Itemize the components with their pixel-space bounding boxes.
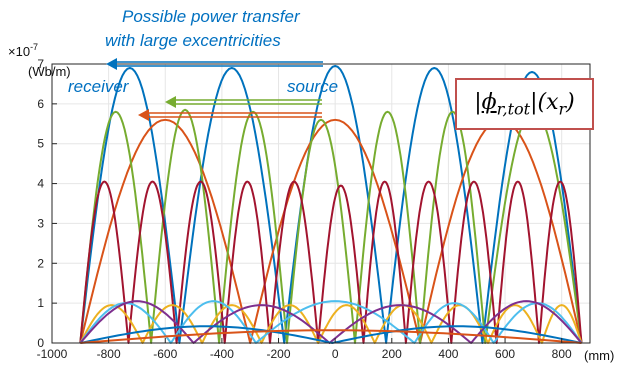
arrow-orange: [138, 109, 322, 121]
x-tick-label: 600: [495, 347, 515, 361]
series-line-9: [80, 329, 582, 344]
y-axis-unit-label: (Wb/m): [28, 64, 71, 79]
x-tick-label: 400: [438, 347, 458, 361]
y-tick-label: 2: [37, 256, 44, 270]
x-tick-label: -1000: [37, 347, 68, 361]
series-line-4: [79, 180, 583, 344]
arrow-blue: [106, 58, 323, 70]
x-tick-label: 0: [332, 347, 339, 361]
y-tick-label: 4: [37, 177, 44, 191]
y-tick-label: 7: [37, 57, 44, 71]
series-line-3: [79, 108, 583, 344]
formula-box: |ϕr,tot|(xr): [455, 78, 594, 130]
x-tick-label: -800: [97, 347, 121, 361]
y-tick-label: 6: [37, 97, 44, 111]
y-tick-label: 1: [37, 296, 44, 310]
x-tick-label: 200: [382, 347, 402, 361]
annotation-arrows: [106, 58, 323, 121]
series-line-5: [79, 304, 583, 344]
formula-text: |ϕr,tot|(xr): [474, 89, 575, 119]
axes: [51, 63, 591, 344]
x-tick-label: -200: [267, 347, 291, 361]
x-tick-label: -400: [210, 347, 234, 361]
tick-labels: -1000 -800 -600 -400 -200 0 200 400 600 800 0 1 2 3 4 5…: [37, 57, 572, 361]
y-tick-label: 0: [37, 336, 44, 350]
series-line-6: [79, 300, 583, 344]
annotation-receiver: receiver: [68, 77, 130, 96]
series-line-1: [79, 65, 583, 344]
annotation-title-line1: Possible power transfer: [122, 7, 301, 26]
y-axis-exponent: ×10-7: [8, 42, 38, 59]
annotation-title-line2: with large excentricities: [105, 31, 281, 50]
y-tick-label: 3: [37, 216, 44, 230]
annotation-source: source: [287, 77, 338, 96]
x-axis-unit-label: (mm): [584, 348, 614, 363]
arrow-green: [165, 96, 322, 108]
x-tick-label: 800: [552, 347, 572, 361]
y-tick-label: 5: [37, 137, 44, 151]
x-tick-label: -600: [153, 347, 177, 361]
plot-frame: [51, 63, 591, 344]
